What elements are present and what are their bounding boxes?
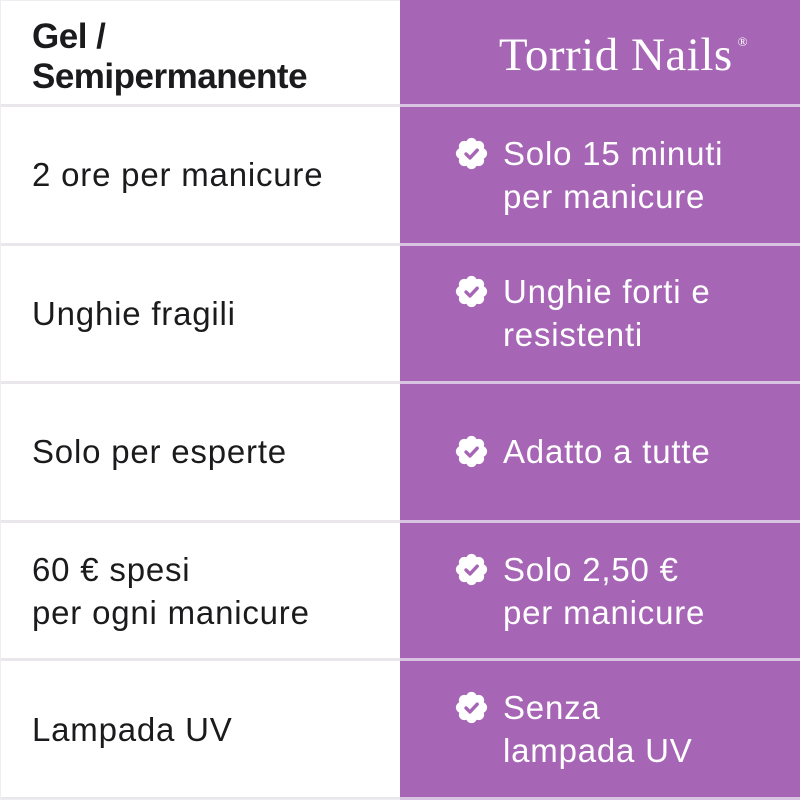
torrid-column-cell: Solo 15 minuti per manicure	[400, 107, 800, 243]
text-line: Adatto a tutte	[503, 433, 711, 471]
benefit-row-content: Adatto a tutte	[455, 430, 711, 473]
text-line: Lampada UV	[32, 710, 233, 748]
text-line: Senza	[503, 689, 601, 727]
text-line: per manicure	[503, 177, 706, 215]
brand-logo: Torrid Nails ®	[499, 28, 748, 82]
text-line: 60 € spesi	[32, 550, 191, 588]
left-column-header: Gel / Semipermanente	[0, 0, 400, 104]
check-badge-icon	[455, 691, 488, 724]
gel-column-cell: 60 € spesi per ogni manicure	[0, 522, 400, 659]
torrid-column-cell: Solo 2,50 € per manicure	[400, 522, 800, 659]
torrid-benefit-text: Adatto a tutte	[503, 430, 711, 473]
check-badge-icon	[455, 435, 488, 468]
gel-drawback-text: Unghie fragili	[32, 292, 236, 335]
brand-header: Torrid Nails ®	[400, 0, 800, 104]
text-line: per ogni manicure	[32, 593, 310, 631]
gel-drawback-text: 60 € spesi per ogni manicure	[32, 548, 310, 634]
torrid-column-cell: Senza lampada UV	[400, 661, 800, 797]
text-line: resistenti	[503, 316, 644, 354]
check-badge-icon	[455, 137, 488, 170]
gel-drawback-text: Lampada UV	[32, 708, 233, 751]
text-line: per manicure	[503, 593, 706, 631]
gel-column-cell: Lampada UV	[0, 661, 400, 797]
gel-drawback-text: 2 ore per manicure	[32, 153, 323, 196]
brand-logo-text: Torrid Nails	[498, 29, 733, 81]
torrid-benefit-text: Senza lampada UV	[503, 686, 693, 772]
check-badge-icon	[455, 275, 488, 308]
benefit-row-content: Solo 15 minuti per manicure	[455, 132, 723, 218]
text-line: lampada UV	[503, 732, 693, 770]
torrid-benefit-text: Solo 15 minuti per manicure	[503, 132, 723, 218]
registered-trademark: ®	[737, 34, 749, 49]
torrid-column-cell: Adatto a tutte	[400, 384, 800, 520]
torrid-benefit-text: Unghie forti e resistenti	[503, 270, 710, 356]
text-line: Solo 15 minuti	[503, 134, 724, 172]
gel-column-cell: Unghie fragili	[0, 245, 400, 382]
left-column-title: Gel / Semipermanente	[32, 17, 308, 96]
benefit-row-content: Solo 2,50 € per manicure	[455, 548, 705, 634]
benefit-row-content: Senza lampada UV	[455, 686, 693, 772]
torrid-benefit-text: Solo 2,50 € per manicure	[503, 548, 705, 634]
gel-drawback-text: Solo per esperte	[32, 430, 287, 473]
torrid-column-cell: Unghie forti e resistenti	[400, 245, 800, 382]
gel-column-cell: Solo per esperte	[0, 384, 400, 520]
check-badge-icon	[455, 553, 488, 586]
text-line: Unghie fragili	[32, 294, 236, 332]
text-line: 2 ore per manicure	[32, 156, 324, 194]
benefit-row-content: Unghie forti e resistenti	[455, 270, 710, 356]
text-line: Solo per esperte	[32, 433, 287, 471]
text-line: Solo 2,50 €	[503, 550, 679, 588]
gel-column-cell: 2 ore per manicure	[0, 107, 400, 243]
text-line: Unghie forti e	[503, 273, 711, 311]
